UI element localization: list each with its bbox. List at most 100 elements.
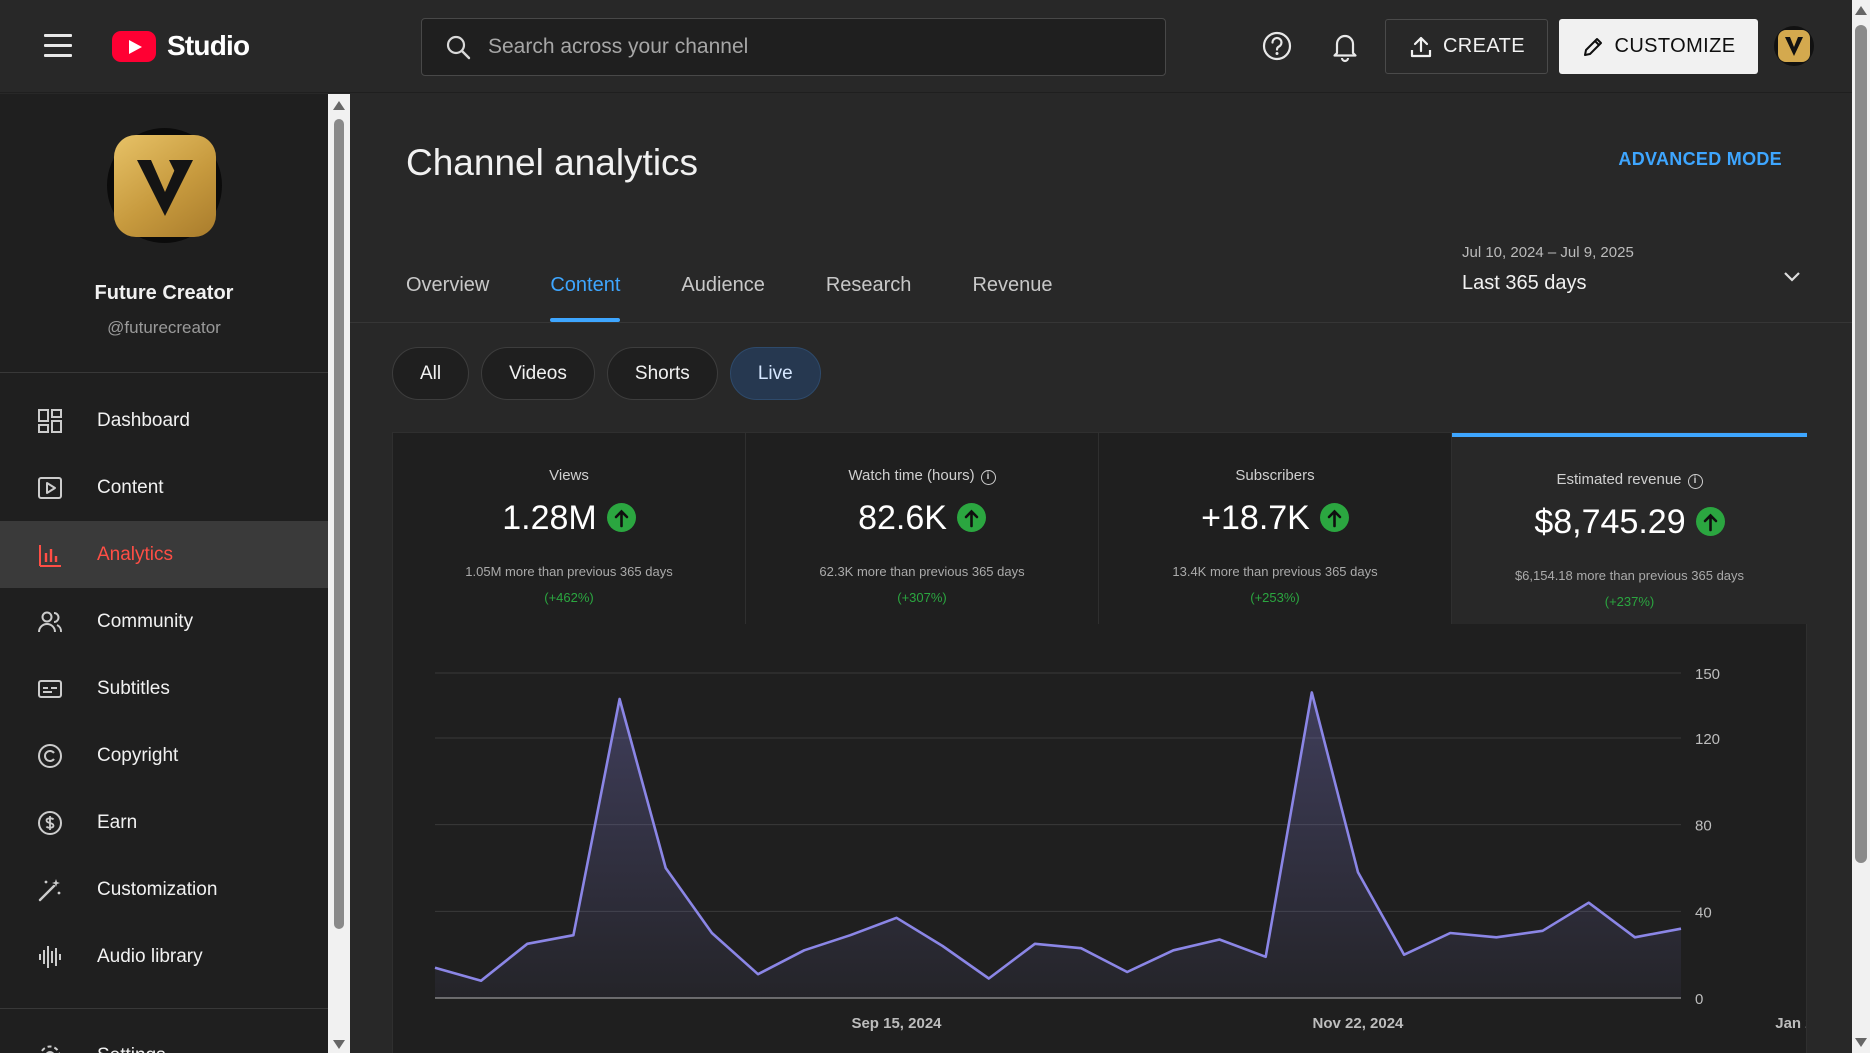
data-point[interactable] [1078,945,1084,951]
search-box[interactable] [421,18,1166,76]
tab-audience[interactable]: Audience [681,274,765,296]
sidebar-item-label: Dashboard [97,409,190,431]
data-point[interactable] [709,930,715,936]
data-point[interactable] [801,947,807,953]
dashboard-icon [38,409,62,433]
metric-delta: $6,154.18 more than previous 365 days [1514,568,1745,583]
sidebar-item-earn[interactable]: Earn [0,789,328,856]
date-range-picker[interactable]: Jul 10, 2024 – Jul 9, 2025 Last 365 days [1462,244,1802,304]
data-point[interactable] [617,696,623,702]
data-point[interactable] [1586,900,1592,906]
channel-avatar[interactable] [107,128,222,243]
studio-logo[interactable]: Studio [112,29,250,63]
data-point[interactable] [1032,941,1038,947]
trend-up-icon [606,502,636,532]
y-tick-label: 0 [1695,991,1703,1008]
create-button[interactable]: CREATE [1385,19,1548,74]
earn-icon [38,811,62,835]
filter-chip-shorts[interactable]: Shorts [606,347,718,400]
data-point[interactable] [1678,926,1684,932]
data-point[interactable] [1263,954,1269,960]
filter-chip-live[interactable]: Live [729,347,821,400]
customize-button[interactable]: CUSTOMIZE [1559,19,1758,74]
data-point[interactable] [755,971,761,977]
data-point[interactable] [432,965,438,971]
tab-overview[interactable]: Overview [406,274,490,296]
sidebar-divider [0,1008,328,1009]
data-point[interactable] [1355,869,1361,875]
metric-tab-watch-time[interactable]: Watch time (hours) i 82.6K 62.3K more tha… [746,433,1099,624]
sidebar-item-content[interactable]: Content [0,454,328,521]
data-point[interactable] [663,865,669,871]
sidebar-item-community[interactable]: Community [0,588,328,655]
content-icon [38,477,62,499]
help-icon[interactable] [1260,29,1294,63]
scroll-up-arrow-icon[interactable] [1855,6,1867,15]
scroll-down-arrow-icon[interactable] [1855,1038,1867,1047]
filter-chip-videos[interactable]: Videos [481,347,595,400]
metric-title: Watch time (hours) i [746,467,1098,485]
account-avatar[interactable] [1774,26,1814,66]
series-line[interactable] [434,691,1682,982]
tabs-divider [350,322,1852,323]
data-point[interactable] [1217,937,1223,943]
metric-tab-views[interactable]: Views 1.28M 1.05M more than previous 365… [393,433,746,624]
scroll-up-arrow-icon[interactable] [333,101,345,110]
data-point[interactable] [570,932,576,938]
filter-chip-all[interactable]: All [392,347,470,400]
metric-tab-estimated-revenue[interactable]: Estimated revenue i $8,745.29 $6,154.18 m… [1452,433,1807,624]
info-icon[interactable]: i [980,470,996,485]
sidebar-scrollbar-thumb[interactable] [334,119,344,929]
advanced-mode-link[interactable]: ADVANCED MODE [1618,149,1782,169]
data-point[interactable] [1493,934,1499,940]
sidebar-item-settings[interactable]: Settings [0,1022,328,1053]
notifications-bell-icon[interactable] [1328,29,1362,63]
sidebar-item-customization[interactable]: Customization [0,856,328,923]
data-point[interactable] [1401,952,1407,958]
revenue-line-chart[interactable]: 0 40 80 120 150 Sep 15, 2024 Nov 22, 2024 Jan 2… [393,624,1852,1053]
sidebar-item-analytics[interactable]: Analytics [0,521,328,588]
data-point[interactable] [1170,947,1176,953]
data-point[interactable] [847,932,853,938]
data-point[interactable] [986,976,992,982]
tab-research[interactable]: Research [825,274,912,296]
menu-icon[interactable] [44,34,72,58]
metric-delta: 1.05M more than previous 365 days [465,564,673,579]
sidebar-item-dashboard[interactable]: Dashboard [0,387,328,454]
metric-value: 1.28M [393,499,745,538]
metric-title: Subscribers [1235,467,1315,484]
series-area [435,692,1681,998]
data-point[interactable] [1124,969,1130,975]
data-point[interactable] [1447,930,1453,936]
trend-up-icon [956,502,986,532]
data-point[interactable] [1632,934,1638,940]
info-icon[interactable]: i [1687,474,1703,489]
metric-title: Estimated revenue i [1452,471,1807,489]
search-input[interactable] [488,35,1128,59]
metric-tab-subscribers[interactable]: Subscribers +18.7K 13.4K more than previ… [1099,433,1452,624]
analytics-tabs: Overview Content Audience Research Reven… [406,274,1114,324]
data-point[interactable] [524,941,530,947]
tab-content[interactable]: Content [550,274,621,324]
sidebar-item-copyright[interactable]: Copyright [0,722,328,789]
sidebar-divider [0,372,328,373]
data-point[interactable] [893,915,899,921]
sidebar-item-audio-library[interactable]: Audio library [0,923,328,990]
data-point[interactable] [940,943,946,949]
data-point[interactable] [1540,928,1546,934]
main-content: Channel analytics ADVANCED MODE Overview… [350,94,1852,1053]
window-scrollbar-thumb[interactable] [1855,25,1867,863]
tab-revenue[interactable]: Revenue [972,274,1053,296]
window-scrollbar[interactable] [1852,0,1870,1053]
data-point[interactable] [1309,690,1315,696]
data-point[interactable] [478,978,484,984]
sidebar-item-subtitles[interactable]: Subtitles [0,655,328,722]
settings-icon [39,1045,61,1053]
sidebar-item-label: Community [97,610,194,632]
channel-name: Future Creator [94,282,234,304]
analytics-icon [39,545,61,567]
sidebar-item-label: Audio library [97,945,203,967]
date-range-label: Last 365 days [1462,272,1587,294]
scroll-down-arrow-icon[interactable] [333,1040,345,1049]
sidebar-scrollbar[interactable] [328,94,350,1053]
